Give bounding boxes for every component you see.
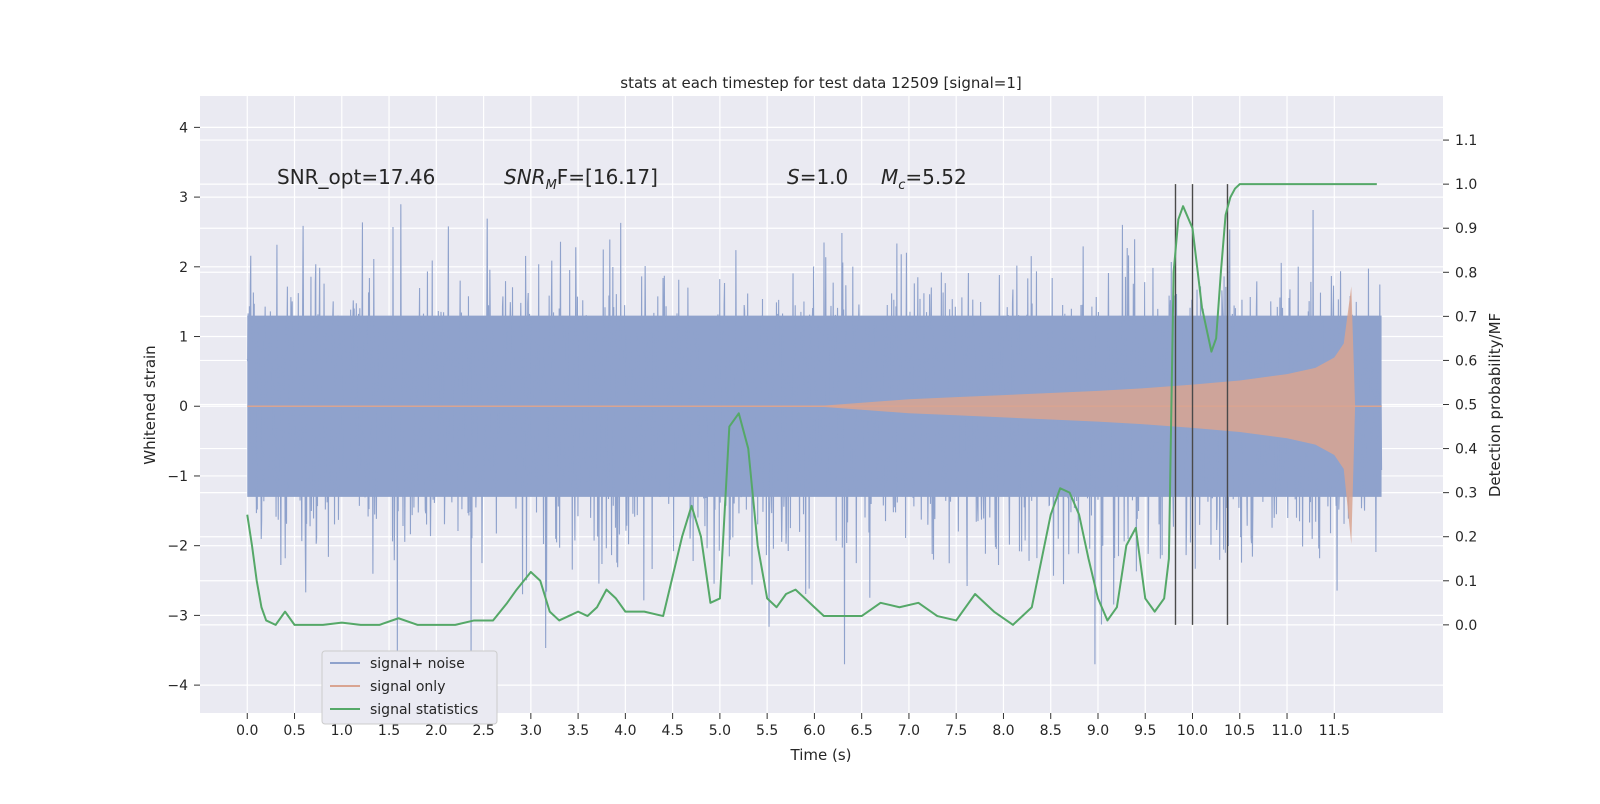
x-tick-label: 9.0 <box>1087 723 1109 739</box>
y-right-tick-label: 0.5 <box>1455 398 1477 414</box>
x-axis-label: Time (s) <box>790 746 852 764</box>
x-tick-label: 5.5 <box>756 723 778 739</box>
x-tick-label: 7.0 <box>898 723 920 739</box>
x-tick-label: 11.0 <box>1271 723 1302 739</box>
y-right-tick-label: 0.4 <box>1455 442 1477 458</box>
legend-label-signal-statistics: signal statistics <box>370 702 478 718</box>
x-tick-label: 1.0 <box>331 723 353 739</box>
y-left-tick-label: 3 <box>179 190 188 206</box>
y-right-tick-label: 1.1 <box>1455 133 1477 149</box>
y-right-tick-label: 0.8 <box>1455 265 1477 281</box>
s-rest: =1.0 <box>800 165 849 189</box>
y-left-axis-label: Whitened strain <box>141 345 159 464</box>
legend-label-signal-only: signal only <box>370 679 445 695</box>
legend-box <box>321 650 498 725</box>
x-tick-label: 6.5 <box>851 723 873 739</box>
y-right-tick-label: 0.9 <box>1455 221 1477 237</box>
mc-var: M <box>881 165 898 189</box>
snr-mf-sub: M <box>546 178 557 193</box>
y-right-tick-label: 0.7 <box>1455 309 1477 325</box>
legend-label-signal-noise: signal+ noise <box>370 656 465 672</box>
y-left-tick-label: −1 <box>167 469 188 485</box>
x-tick-label: 10.0 <box>1177 723 1208 739</box>
legend: signal+ noise signal only signal statist… <box>321 650 498 725</box>
chart-title: stats at each timestep for test data 125… <box>620 74 1021 92</box>
x-tick-label: 3.0 <box>520 723 542 739</box>
signal-statistics-line <box>246 183 1377 626</box>
y-right-tick-label: 0.0 <box>1455 618 1477 634</box>
y-left-tick-label: 0 <box>179 399 188 415</box>
x-tick-label: 3.5 <box>567 723 589 739</box>
x-tick-label: 8.5 <box>1040 723 1062 739</box>
x-tick-label: 2.5 <box>472 723 494 739</box>
annotation-mc: Mc=5.52 <box>881 165 967 193</box>
y-left-tick-label: −4 <box>167 678 188 694</box>
y-left-tick-label: 2 <box>179 260 188 276</box>
x-tick-label: 4.5 <box>661 723 683 739</box>
y-right-tick-label: 1.0 <box>1455 177 1477 193</box>
y-left-tick-label: −2 <box>167 539 188 555</box>
s-var: S <box>787 165 800 189</box>
x-axis-ticks: 0.0 0.5 1.0 1.5 2.0 2.5 3.0 3.5 4.0 4.5 5.0 5.5 6.0 6… <box>236 713 1350 739</box>
y-right-tick-label: 0.6 <box>1455 353 1477 369</box>
y-left-axis-ticks: 4 3 2 1 0 −1 −2 −3 −4 <box>167 120 200 694</box>
annotation-snr-opt: SNR_opt=17.46 <box>277 165 435 189</box>
x-tick-label: 10.5 <box>1224 723 1255 739</box>
x-tick-label: 4.0 <box>614 723 636 739</box>
y-left-tick-label: 4 <box>179 120 188 136</box>
y-right-axis-ticks: 1.1 1.0 0.9 0.8 0.7 0.6 0.5 0.4 0.3 0.2 0.1 0.0 <box>1443 133 1477 634</box>
x-tick-label: 0.0 <box>236 723 258 739</box>
mc-rest: =5.52 <box>905 165 966 189</box>
signal-only-envelope <box>247 286 1356 545</box>
y-left-tick-label: 1 <box>179 330 188 346</box>
x-tick-label: 8.0 <box>992 723 1014 739</box>
snr-mf-main: SNR <box>504 165 546 189</box>
snr-mf-rest: F=[16.17] <box>557 165 658 189</box>
x-tick-label: 5.0 <box>709 723 731 739</box>
x-tick-label: 7.5 <box>945 723 967 739</box>
y-right-tick-label: 0.2 <box>1455 530 1477 546</box>
y-left-tick-label: −3 <box>167 608 188 624</box>
x-tick-label: 2.0 <box>425 723 447 739</box>
y-right-tick-label: 0.3 <box>1455 486 1477 502</box>
annotation-s: S=1.0 <box>787 165 848 189</box>
y-right-tick-label: 0.1 <box>1455 574 1477 590</box>
x-tick-label: 1.5 <box>378 723 400 739</box>
mc-sub: c <box>898 178 905 193</box>
x-tick-label: 9.5 <box>1134 723 1156 739</box>
x-tick-label: 0.5 <box>283 723 305 739</box>
y-right-axis-label: Detection probability/MF <box>1486 313 1504 497</box>
x-tick-label: 11.5 <box>1319 723 1350 739</box>
x-tick-label: 6.0 <box>803 723 825 739</box>
annotation-snr-mf: SNRMF=[16.17] <box>504 165 658 193</box>
signal-statistics-series <box>246 183 1377 626</box>
